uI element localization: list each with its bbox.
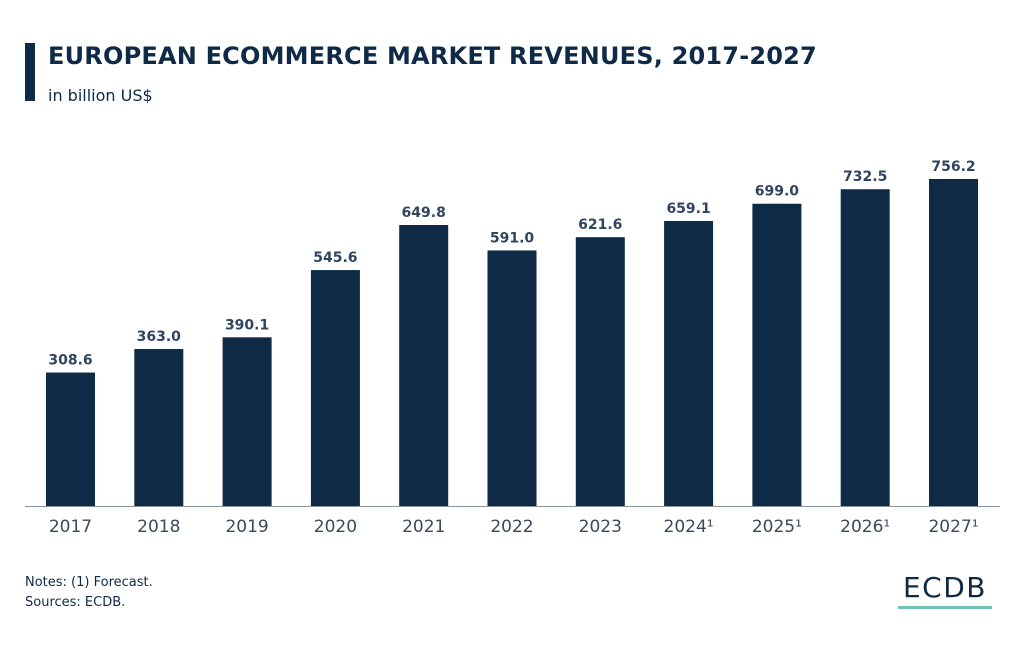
bar-2018 [134,349,184,506]
x-tick-label: 2017 [49,517,92,537]
notes-line: Notes: (1) Forecast. [25,575,153,590]
sources-line: Sources: ECDB. [25,595,126,610]
x-tick-label: 2024¹ [664,517,714,537]
bar-2026¹ [840,189,890,506]
value-label: 756.2 [931,159,975,175]
x-tick-label: 2025¹ [752,517,802,537]
value-label: 308.6 [48,353,92,369]
value-label: 649.8 [402,205,446,221]
x-tick-label: 2020 [314,517,357,537]
bar-chart: 308.6 2017 363.0 2018 390.1 2019 545.6 2020 649.… [25,159,1000,537]
x-tick-label: 2018 [137,517,180,537]
value-label: 732.5 [843,169,887,185]
bar-2027¹ [929,179,978,506]
bar-2019 [222,337,272,506]
value-label: 699.0 [755,184,800,200]
value-label: 659.1 [666,201,710,217]
x-tick-label: 2026¹ [840,517,890,537]
value-label: 390.1 [225,317,269,333]
x-tick-label: 2021 [402,517,445,537]
footer-notes: Notes: (1) Forecast. Sources: ECDB. [25,573,153,613]
bar-2021 [399,225,449,506]
bar-2020 [310,270,360,506]
x-tick-label: 2023 [579,517,622,537]
value-label: 591.0 [490,230,535,246]
logo-text: ECDB [902,571,987,604]
x-tick-label: 2027¹ [928,517,978,537]
value-label: 545.6 [313,250,357,266]
bar-2023 [575,237,625,506]
chart-title: EUROPEAN ECOMMERCE MARKET REVENUES, 2017… [48,42,817,70]
x-tick-label: 2022 [490,517,533,537]
x-tick-label: 2019 [225,517,268,537]
bar-2017 [46,372,95,506]
title-accent-bar [25,43,35,101]
value-label: 363.0 [137,329,182,345]
bar-2024¹ [664,220,714,506]
bar-2022 [487,250,537,506]
chart-subtitle: in billion US$ [48,86,153,105]
value-label: 621.6 [578,217,622,233]
ecdb-logo: ECDB [898,573,992,609]
bar-2025¹ [752,203,802,506]
logo-underline [898,606,992,609]
